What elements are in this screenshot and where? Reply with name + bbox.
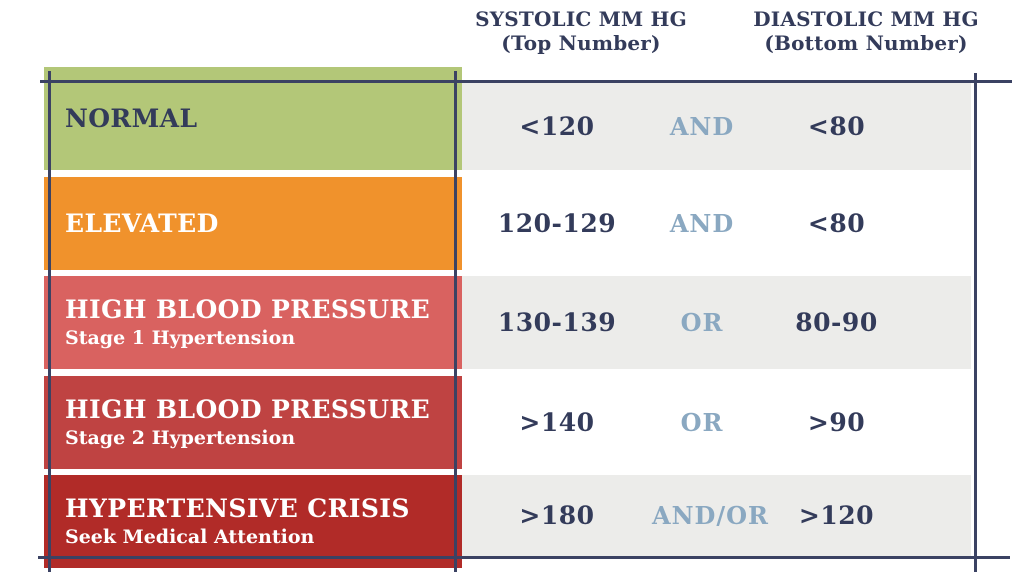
connector-value: OR bbox=[680, 308, 724, 337]
category-cell-stage1: HIGH BLOOD PRESSURE Stage 1 Hypertension bbox=[44, 276, 462, 369]
table-border-middle bbox=[454, 71, 457, 572]
category-cell-crisis: HYPERTENSIVE CRISIS Seek Medical Attenti… bbox=[44, 475, 462, 568]
column-header-diastolic: DIASTOLIC MM HG (Bottom Number) bbox=[735, 7, 997, 55]
value-row-elevated: 120-129 AND <80 bbox=[462, 177, 971, 270]
table-border-right bbox=[974, 73, 977, 572]
category-cell-elevated: ELEVATED bbox=[44, 177, 462, 270]
table-border-bottom bbox=[38, 556, 1010, 559]
category-title: HYPERTENSIVE CRISIS bbox=[65, 493, 410, 523]
diastolic-value: >90 bbox=[807, 408, 866, 437]
connector-value: AND bbox=[669, 209, 735, 238]
diastolic-header-sublabel: (Bottom Number) bbox=[764, 30, 968, 55]
category-subtitle: Seek Medical Attention bbox=[65, 526, 315, 549]
systolic-header-sublabel: (Top Number) bbox=[501, 30, 661, 55]
column-header-systolic: SYSTOLIC MM HG (Top Number) bbox=[450, 7, 712, 55]
diastolic-value: <80 bbox=[807, 209, 866, 238]
systolic-value: >140 bbox=[519, 408, 595, 437]
connector-value: AND/OR bbox=[652, 501, 769, 530]
category-title: HIGH BLOOD PRESSURE bbox=[65, 294, 431, 324]
systolic-value: 120-129 bbox=[497, 209, 617, 238]
systolic-header-label: SYSTOLIC MM HG bbox=[475, 7, 687, 31]
category-cell-normal: NORMAL bbox=[44, 67, 462, 170]
connector-value: AND bbox=[669, 112, 735, 141]
systolic-value: <120 bbox=[519, 112, 595, 141]
diastolic-header-label: DIASTOLIC MM HG bbox=[753, 7, 979, 31]
table-border-top bbox=[40, 80, 1012, 83]
category-title: ELEVATED bbox=[65, 208, 219, 238]
diastolic-value: 80-90 bbox=[795, 308, 878, 337]
diastolic-value: >120 bbox=[798, 501, 875, 530]
category-title: NORMAL bbox=[65, 103, 198, 133]
value-row-normal: <120 AND <80 bbox=[462, 83, 971, 170]
category-subtitle: Stage 1 Hypertension bbox=[65, 327, 296, 350]
systolic-value: >180 bbox=[519, 501, 595, 530]
category-subtitle: Stage 2 Hypertension bbox=[65, 427, 296, 450]
diastolic-value: <80 bbox=[807, 112, 866, 141]
connector-value: OR bbox=[680, 408, 724, 437]
value-row-stage1: 130-139 OR 80-90 bbox=[462, 276, 971, 369]
value-row-crisis: >180 AND/OR >120 bbox=[462, 475, 971, 556]
value-row-stage2: >140 OR >90 bbox=[462, 376, 971, 469]
table-border-left bbox=[48, 71, 51, 572]
category-title: HIGH BLOOD PRESSURE bbox=[65, 394, 431, 424]
systolic-value: 130-139 bbox=[497, 308, 617, 337]
category-cell-stage2: HIGH BLOOD PRESSURE Stage 2 Hypertension bbox=[44, 376, 462, 469]
